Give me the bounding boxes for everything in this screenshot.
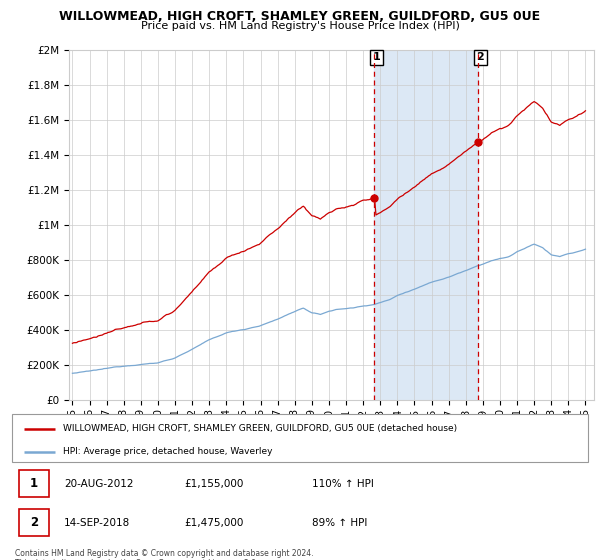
Text: 110% ↑ HPI: 110% ↑ HPI: [311, 479, 373, 489]
Text: £1,155,000: £1,155,000: [185, 479, 244, 489]
Text: Price paid vs. HM Land Registry's House Price Index (HPI): Price paid vs. HM Land Registry's House …: [140, 21, 460, 31]
Text: 1: 1: [30, 477, 38, 491]
Text: 2: 2: [30, 516, 38, 529]
Text: £1,475,000: £1,475,000: [185, 518, 244, 528]
Text: 14-SEP-2018: 14-SEP-2018: [64, 518, 130, 528]
Text: 89% ↑ HPI: 89% ↑ HPI: [311, 518, 367, 528]
Text: WILLOWMEAD, HIGH CROFT, SHAMLEY GREEN, GUILDFORD, GU5 0UE: WILLOWMEAD, HIGH CROFT, SHAMLEY GREEN, G…: [59, 10, 541, 23]
Text: 20-AUG-2012: 20-AUG-2012: [64, 479, 133, 489]
Text: WILLOWMEAD, HIGH CROFT, SHAMLEY GREEN, GUILDFORD, GU5 0UE (detached house): WILLOWMEAD, HIGH CROFT, SHAMLEY GREEN, G…: [62, 424, 457, 433]
FancyBboxPatch shape: [19, 510, 49, 536]
FancyBboxPatch shape: [19, 470, 49, 497]
Text: 2: 2: [476, 53, 484, 62]
Bar: [374, 50, 478, 400]
Text: Contains HM Land Registry data © Crown copyright and database right 2024.
This d: Contains HM Land Registry data © Crown c…: [15, 549, 314, 560]
FancyBboxPatch shape: [12, 414, 588, 462]
Text: HPI: Average price, detached house, Waverley: HPI: Average price, detached house, Wave…: [62, 447, 272, 456]
Text: 1: 1: [373, 53, 380, 62]
